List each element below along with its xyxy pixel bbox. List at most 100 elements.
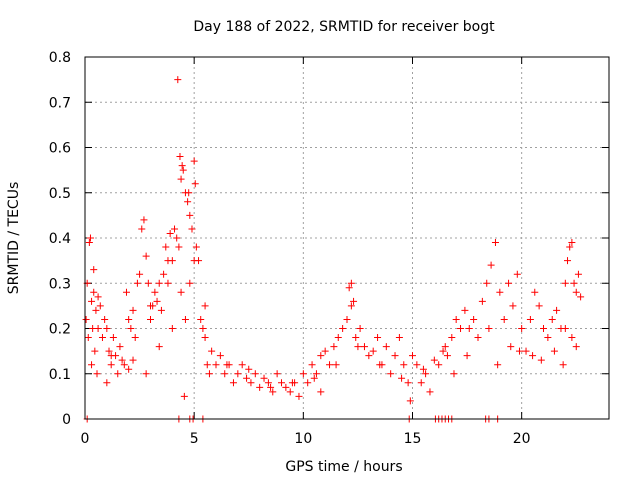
data-point bbox=[572, 343, 580, 351]
data-point bbox=[529, 352, 537, 360]
data-point bbox=[400, 361, 408, 369]
data-point bbox=[317, 388, 325, 396]
data-point bbox=[107, 361, 115, 369]
x-tick-label: 20 bbox=[513, 431, 531, 447]
data-point bbox=[487, 261, 495, 269]
data-point bbox=[413, 361, 421, 369]
data-point bbox=[513, 270, 521, 278]
data-point bbox=[186, 279, 194, 287]
data-point bbox=[243, 374, 251, 382]
data-point bbox=[180, 392, 188, 400]
data-point bbox=[568, 239, 576, 247]
data-point bbox=[577, 293, 585, 301]
data-point bbox=[82, 315, 90, 323]
plot-frame bbox=[84, 56, 610, 420]
data-point bbox=[105, 347, 113, 355]
data-point bbox=[129, 356, 137, 364]
data-point bbox=[478, 297, 486, 305]
data-point bbox=[544, 334, 552, 342]
data-point bbox=[441, 343, 449, 351]
y-tick-label: 0.1 bbox=[49, 367, 71, 383]
data-point bbox=[317, 352, 325, 360]
data-point bbox=[299, 370, 307, 378]
data-point bbox=[129, 306, 137, 314]
data-point bbox=[409, 352, 416, 360]
data-point bbox=[491, 239, 499, 247]
data-point bbox=[422, 370, 430, 378]
data-point bbox=[98, 334, 106, 342]
data-point bbox=[116, 343, 124, 351]
data-point bbox=[88, 361, 96, 369]
data-point bbox=[256, 383, 264, 391]
data-point bbox=[155, 279, 163, 287]
data-point bbox=[494, 361, 502, 369]
data-point bbox=[155, 343, 163, 351]
data-point bbox=[347, 302, 355, 310]
data-point bbox=[260, 374, 268, 382]
data-point bbox=[526, 315, 534, 323]
data-point bbox=[157, 306, 165, 314]
data-point bbox=[564, 257, 572, 265]
data-point bbox=[216, 352, 224, 360]
data-point bbox=[404, 379, 412, 387]
data-point bbox=[125, 315, 133, 323]
data-point bbox=[264, 379, 272, 387]
data-point bbox=[398, 374, 406, 382]
data-point bbox=[500, 315, 508, 323]
data-point bbox=[96, 302, 104, 310]
data-point bbox=[125, 365, 133, 373]
y-tick-label: 0.5 bbox=[49, 186, 71, 202]
data-point bbox=[90, 288, 98, 296]
data-point bbox=[310, 374, 318, 382]
data-point bbox=[369, 347, 377, 355]
data-point bbox=[201, 302, 209, 310]
data-point bbox=[566, 243, 574, 251]
x-axis-label: GPS time / hours bbox=[285, 459, 402, 475]
data-point bbox=[509, 302, 517, 310]
data-point bbox=[483, 279, 491, 287]
data-point bbox=[173, 234, 181, 242]
data-point bbox=[350, 297, 358, 305]
data-point bbox=[88, 297, 96, 305]
data-point bbox=[208, 347, 216, 355]
data-point bbox=[178, 162, 186, 170]
data-point bbox=[452, 315, 460, 323]
data-point bbox=[537, 356, 545, 364]
data-point bbox=[267, 383, 275, 391]
data-point bbox=[93, 370, 101, 378]
data-point bbox=[419, 365, 427, 373]
data-point bbox=[203, 361, 211, 369]
data-point bbox=[548, 315, 556, 323]
data-point bbox=[120, 361, 128, 369]
data-point bbox=[164, 279, 172, 287]
data-point bbox=[312, 370, 320, 378]
data-point bbox=[122, 288, 130, 296]
data-point bbox=[435, 361, 443, 369]
data-point bbox=[177, 175, 185, 183]
data-point bbox=[282, 383, 290, 391]
data-point bbox=[345, 284, 353, 292]
data-point bbox=[406, 397, 414, 405]
data-point bbox=[160, 270, 168, 278]
data-point bbox=[133, 279, 141, 287]
y-tick-label: 0.2 bbox=[49, 322, 71, 338]
data-point bbox=[151, 288, 159, 296]
x-tick-label: 10 bbox=[294, 431, 312, 447]
y-tick-label: 0 bbox=[62, 412, 71, 428]
y-axis-label: SRMTID / TECUs bbox=[6, 182, 22, 295]
data-point bbox=[515, 347, 523, 355]
data-point bbox=[184, 198, 192, 206]
data-point bbox=[131, 334, 139, 342]
data-point bbox=[181, 315, 189, 323]
data-point bbox=[84, 334, 92, 342]
data-point bbox=[245, 365, 253, 373]
data-point bbox=[568, 334, 576, 342]
data-point bbox=[360, 343, 368, 351]
data-point bbox=[553, 306, 561, 314]
data-point bbox=[450, 370, 458, 378]
data-point bbox=[171, 225, 179, 233]
data-point bbox=[229, 379, 237, 387]
data-point bbox=[142, 370, 150, 378]
data-point bbox=[192, 243, 200, 251]
